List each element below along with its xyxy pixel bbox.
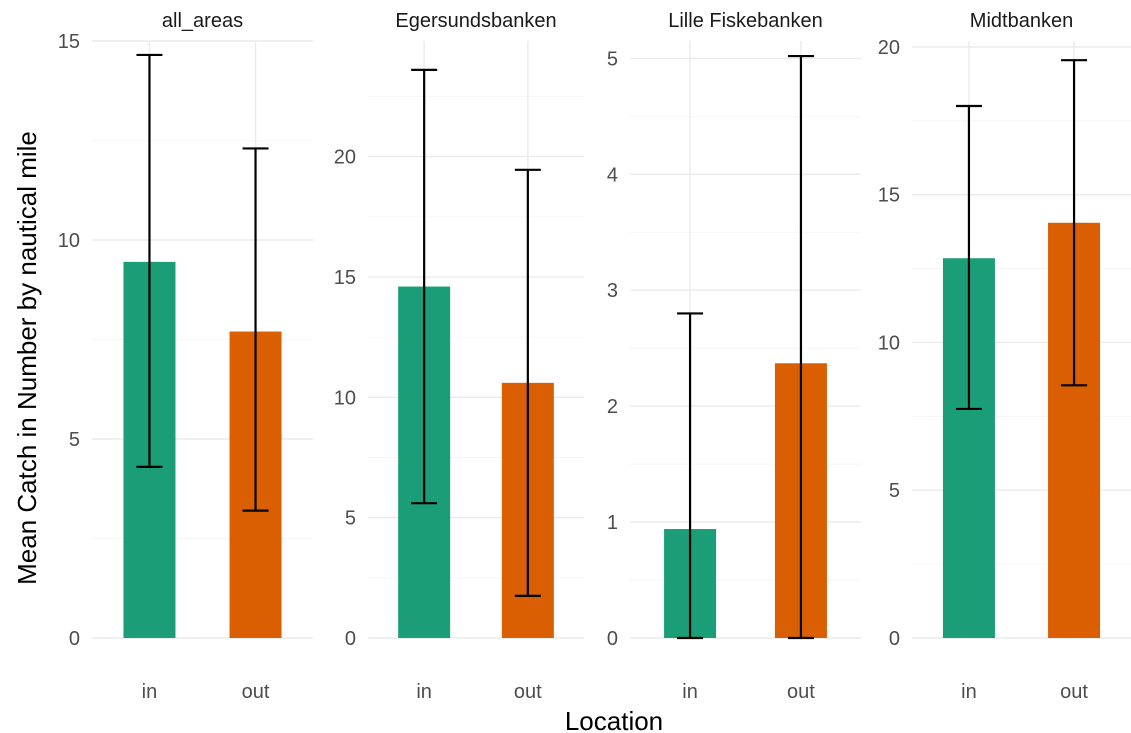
x-tick-label: in — [142, 681, 158, 703]
facet-title: Egersundsbanken — [395, 10, 556, 32]
x-axis-title: Location — [565, 706, 663, 733]
facet-panel: 0 1 2 3 4 5 in out Lille Fiskebanken — [607, 10, 861, 703]
x-tick-label: in — [682, 681, 698, 703]
error-bar-out — [242, 147, 269, 512]
y-tick-label: 5 — [889, 480, 900, 502]
y-tick-label: 0 — [345, 628, 356, 650]
y-tick-label: 0 — [607, 628, 618, 650]
y-tick-label: 5 — [345, 508, 356, 530]
facet-title: Lille Fiskebanken — [668, 10, 823, 32]
y-tick-label: 10 — [58, 230, 80, 252]
facet-title: all_areas — [162, 10, 243, 32]
facet-panel: 0 5 10 15 20 in out Egersundsbanken — [334, 10, 584, 703]
error-bar-in — [677, 312, 704, 640]
y-tick-label: 10 — [878, 332, 900, 354]
y-axis-title: Mean Catch in Number by nautical mile — [12, 131, 42, 585]
x-tick-label: out — [787, 681, 815, 703]
y-tick-label: 5 — [69, 429, 80, 451]
error-bar-out — [1061, 59, 1088, 387]
y-tick-label: 4 — [607, 164, 618, 186]
error-bar-in — [411, 68, 438, 505]
x-tick-label: out — [514, 681, 542, 703]
x-tick-label: in — [416, 681, 432, 703]
error-bar-out — [514, 168, 541, 597]
error-bar-in — [955, 104, 982, 411]
x-tick-label: out — [242, 681, 270, 703]
error-bar-out — [787, 54, 814, 640]
x-tick-label: in — [961, 681, 977, 703]
y-tick-label: 2 — [607, 396, 618, 418]
y-tick-label: 5 — [607, 48, 618, 70]
y-tick-label: 15 — [878, 185, 900, 207]
y-tick-label: 10 — [334, 387, 356, 409]
y-tick-label: 3 — [607, 280, 618, 302]
y-tick-label: 0 — [69, 628, 80, 650]
facet-title: Midtbanken — [970, 10, 1073, 32]
error-bar-in — [136, 53, 163, 468]
facet-panel: 0 5 10 15 20 in out Midtbanken — [878, 10, 1131, 703]
x-tick-label: out — [1060, 681, 1088, 703]
y-tick-label: 20 — [334, 147, 356, 169]
y-tick-label: 20 — [878, 37, 900, 59]
y-tick-label: 1 — [607, 512, 618, 534]
y-tick-label: 15 — [334, 267, 356, 289]
y-tick-label: 0 — [889, 628, 900, 650]
y-tick-label: 15 — [58, 31, 80, 53]
facet-panel: 0 5 10 15 in out all_areas — [58, 10, 313, 703]
